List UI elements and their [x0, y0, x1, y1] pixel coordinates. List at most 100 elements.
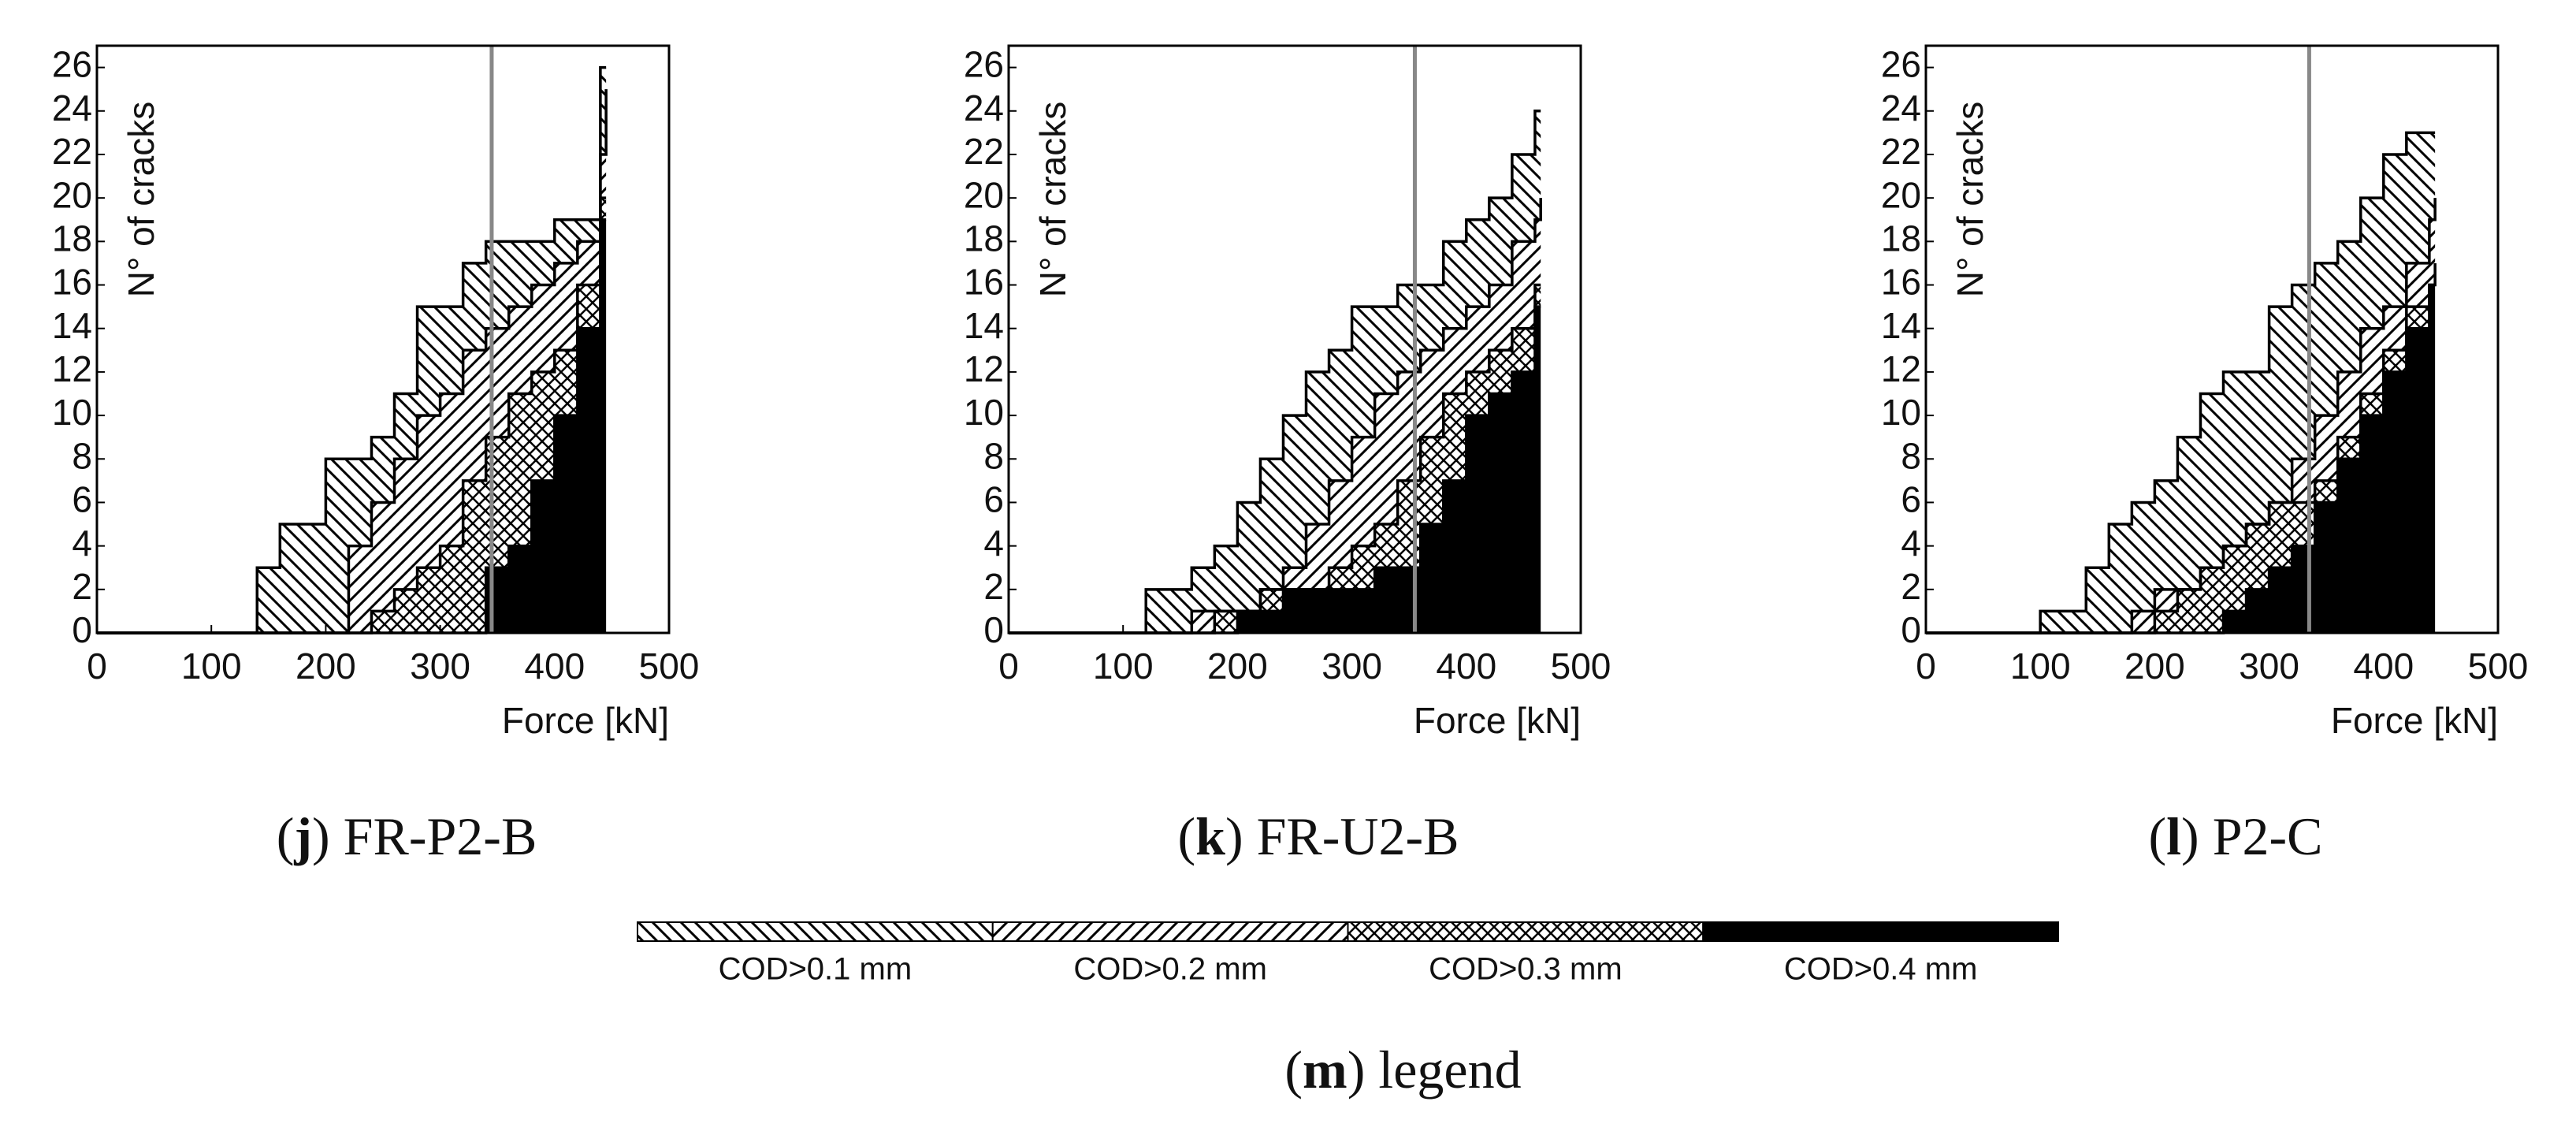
- y-tick-label: 4: [983, 523, 1004, 564]
- y-tick-label: 0: [983, 609, 1004, 650]
- step-line: [97, 65, 607, 634]
- legend-label: COD>0.1 mm: [719, 952, 913, 987]
- y-tick-label: 20: [52, 174, 92, 215]
- y-tick-label: 14: [52, 305, 92, 346]
- caption-part: (: [1284, 1040, 1303, 1100]
- caption: (j) FR-P2-B: [277, 806, 537, 866]
- x-tick-label: 300: [1321, 646, 1382, 687]
- x-tick-label: 500: [2468, 646, 2529, 687]
- legend-swatch: [1347, 921, 1704, 942]
- y-tick-label: 6: [72, 479, 92, 520]
- y-axis-label: N° of cracks: [1950, 102, 1991, 297]
- y-tick-label: 22: [964, 131, 1004, 172]
- caption: (k) FR-U2-B: [1177, 806, 1459, 866]
- y-tick-label: 2: [1901, 566, 1921, 607]
- y-tick-label: 26: [1881, 44, 1921, 85]
- plot-frame: [95, 44, 671, 634]
- y-tick-label: 8: [983, 435, 1004, 476]
- caption-part: l: [2166, 806, 2181, 866]
- y-tick-label: 16: [964, 262, 1004, 303]
- y-tick-label: 20: [1881, 174, 1921, 215]
- y-tick-label: 18: [1881, 218, 1921, 259]
- step-line: [1009, 110, 1541, 634]
- y-tick-label: 6: [1901, 479, 1921, 520]
- legend-label: COD>0.2 mm: [1073, 952, 1267, 987]
- legend-swatch: [1702, 921, 2059, 942]
- x-tick-label: 400: [1436, 646, 1496, 687]
- y-axis-label: N° of cracks: [121, 102, 162, 297]
- y-tick-label: 26: [964, 44, 1004, 85]
- caption-part: ) P2-C: [2181, 806, 2322, 866]
- step-line: [1009, 283, 1541, 634]
- caption-part: (: [1177, 806, 1195, 866]
- plot-frame: [1007, 44, 1582, 634]
- y-tick-label: 2: [72, 566, 92, 607]
- y-tick-label: 8: [1901, 435, 1921, 476]
- x-tick-label: 500: [639, 646, 700, 687]
- plot-frame: [1924, 44, 2500, 634]
- y-tick-label: 24: [1881, 87, 1921, 128]
- y-tick-label: 0: [1901, 609, 1921, 650]
- x-tick-label: 0: [87, 646, 107, 687]
- y-tick-label: 24: [964, 87, 1004, 128]
- legend-swatch: [637, 921, 994, 942]
- y-tick-label: 10: [964, 392, 1004, 433]
- y-tick-label: 10: [52, 392, 92, 433]
- caption-part: j: [293, 806, 312, 866]
- area-band: [97, 67, 607, 633]
- y-tick-label: 16: [1881, 262, 1921, 303]
- y-tick-label: 16: [52, 262, 92, 303]
- y-tick-label: 12: [964, 348, 1004, 389]
- area-band: [1009, 285, 1541, 633]
- step-line: [1009, 198, 1542, 634]
- y-tick-label: 26: [52, 44, 92, 85]
- x-tick-label: 300: [410, 646, 470, 687]
- caption-part: (: [277, 806, 295, 866]
- step-line: [1926, 131, 2436, 634]
- y-tick-label: 12: [1881, 348, 1921, 389]
- y-tick-label: 24: [52, 87, 92, 128]
- x-tick-label: 400: [524, 646, 585, 687]
- x-tick-label: 200: [296, 646, 356, 687]
- x-tick-label: 200: [1207, 646, 1268, 687]
- legend-label: COD>0.3 mm: [1429, 952, 1623, 987]
- y-tick-label: 14: [1881, 305, 1921, 346]
- x-tick-label: 500: [1551, 646, 1611, 687]
- y-tick-label: 20: [964, 174, 1004, 215]
- y-tick-label: 18: [964, 218, 1004, 259]
- y-tick-label: 22: [1881, 131, 1921, 172]
- y-tick-label: 8: [72, 435, 92, 476]
- caption-part: m: [1303, 1040, 1347, 1100]
- caption-part: ) FR-U2-B: [1225, 806, 1459, 866]
- caption: (m) legend: [1284, 1040, 1521, 1100]
- legend-swatch: [991, 921, 1349, 942]
- caption-part: (: [2148, 806, 2166, 866]
- y-tick-label: 12: [52, 348, 92, 389]
- area-band: [1009, 110, 1541, 633]
- y-tick-label: 2: [983, 566, 1004, 607]
- x-tick-label: 200: [2124, 646, 2185, 687]
- y-tick-label: 4: [72, 523, 92, 564]
- legend-label: COD>0.4 mm: [1784, 952, 1978, 987]
- caption-part: ) FR-P2-B: [312, 806, 537, 866]
- x-tick-label: 0: [1916, 646, 1936, 687]
- caption-part: ) legend: [1347, 1040, 1522, 1100]
- y-tick-label: 0: [72, 609, 92, 650]
- y-tick-label: 14: [964, 305, 1004, 346]
- x-tick-label: 0: [998, 646, 1019, 687]
- area-band: [97, 219, 607, 634]
- x-axis-label: Force [kN]: [1414, 700, 1581, 741]
- x-tick-label: 100: [2010, 646, 2071, 687]
- caption: (l) P2-C: [2148, 806, 2322, 866]
- x-tick-label: 100: [181, 646, 242, 687]
- y-tick-label: 18: [52, 218, 92, 259]
- y-tick-label: 10: [1881, 392, 1921, 433]
- y-axis-label: N° of cracks: [1032, 102, 1073, 297]
- x-tick-label: 100: [1093, 646, 1154, 687]
- y-tick-label: 4: [1901, 523, 1921, 564]
- caption-part: k: [1195, 806, 1225, 866]
- y-tick-label: 6: [983, 479, 1004, 520]
- x-tick-label: 400: [2353, 646, 2414, 687]
- x-axis-label: Force [kN]: [2331, 700, 2498, 741]
